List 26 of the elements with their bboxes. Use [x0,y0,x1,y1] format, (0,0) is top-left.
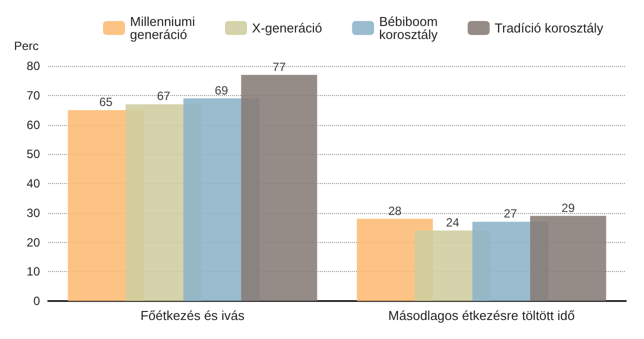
bar [530,216,606,301]
y-tick-label: 20 [26,235,40,250]
y-tick-label: 50 [26,147,40,162]
y-tick-label: 80 [26,59,40,73]
data-label: 29 [561,200,576,215]
data-label: 67 [156,89,171,104]
data-label: 28 [388,204,402,218]
legend-label: Bébiboom korosztály [379,14,438,42]
y-tick-label: 0 [33,294,40,308]
bar [241,74,318,301]
data-label: 24 [446,216,460,230]
data-label: 27 [504,206,518,221]
y-tick-label: 30 [26,206,40,220]
data-label: 77 [272,60,286,74]
y-tick-label: 10 [26,264,40,279]
x-tick-label: Főétkezés és ivás [140,308,246,323]
data-label: 69 [214,83,228,98]
data-label: 65 [99,95,113,110]
legend-label: Millenniumi generáció [130,14,196,42]
x-tick-label: Másodlagos étkezésre töltött idő [388,308,575,323]
y-tick-label: 70 [26,88,40,102]
y-axis-title: Perc [14,39,39,53]
y-tick-label: 60 [26,118,40,132]
y-tick-label: 40 [26,176,40,190]
legend-label: X-generáció [252,20,322,36]
legend-label: Tradíció korosztály [494,20,604,36]
